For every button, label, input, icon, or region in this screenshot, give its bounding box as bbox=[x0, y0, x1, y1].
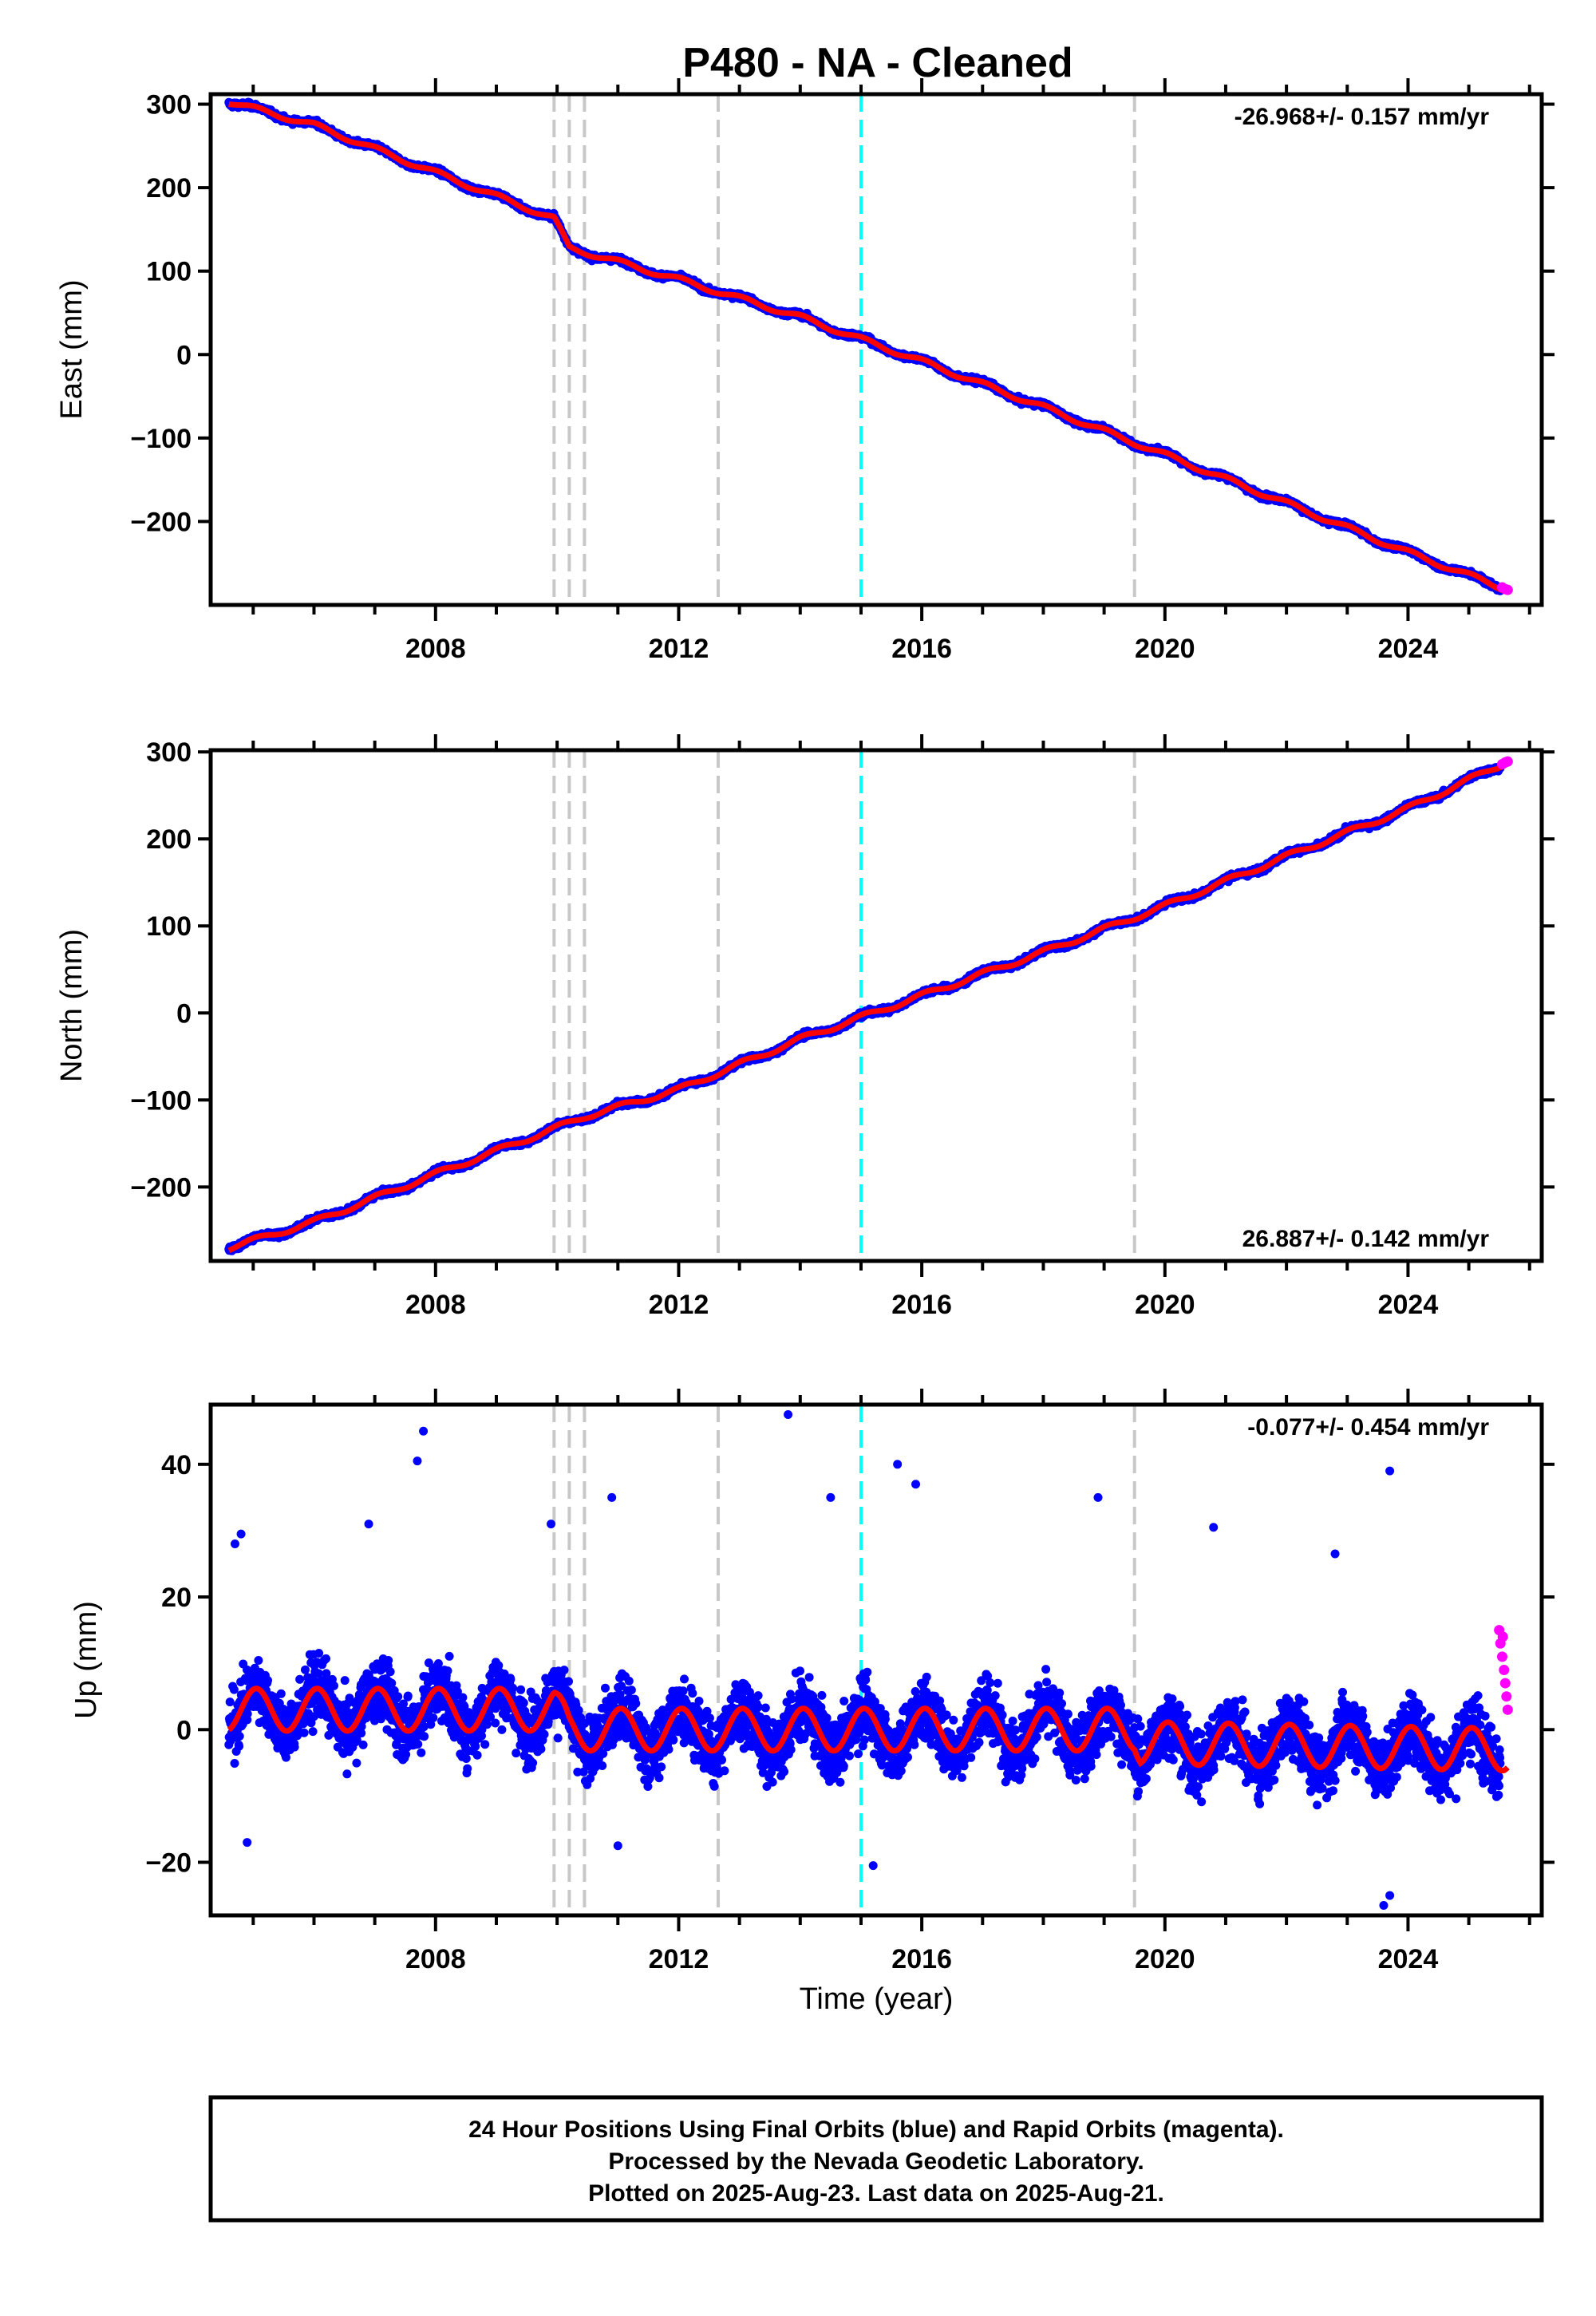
east-y-tick-label: 0 bbox=[176, 340, 192, 370]
east-rate-label: -26.968+/- 0.157 mm/yr bbox=[1235, 104, 1490, 130]
east-y-axis-label: East (mm) bbox=[55, 279, 89, 419]
east-y-tick-label: 100 bbox=[146, 257, 192, 287]
east-y-tick-label: −200 bbox=[130, 507, 192, 537]
east-data-points bbox=[224, 97, 1505, 595]
east-x-tick-label: 2012 bbox=[649, 634, 709, 664]
east-event-lines bbox=[552, 94, 1136, 605]
east-rapid-orbit-point bbox=[1502, 584, 1513, 595]
east-x-tick-label: 2020 bbox=[1135, 634, 1195, 664]
east-y-tick-label: 200 bbox=[146, 173, 192, 204]
east-model-curve bbox=[228, 101, 1509, 595]
east-x-tick-label: 2008 bbox=[405, 634, 466, 664]
east-x-tick-label: 2016 bbox=[891, 634, 952, 664]
east-x-axis: 2008 2012 2016 2020 2024 bbox=[251, 78, 1531, 664]
figure-title: P480 - NA - Cleaned bbox=[682, 40, 1073, 86]
east-y-tick-label: 300 bbox=[146, 90, 192, 121]
north-event-lines bbox=[552, 750, 1136, 1261]
east-y-tick-label: −100 bbox=[130, 424, 192, 454]
east-x-tick-label: 2024 bbox=[1378, 634, 1439, 664]
east-y-axis: −200 −100 0 100 200 300 bbox=[130, 90, 1555, 537]
